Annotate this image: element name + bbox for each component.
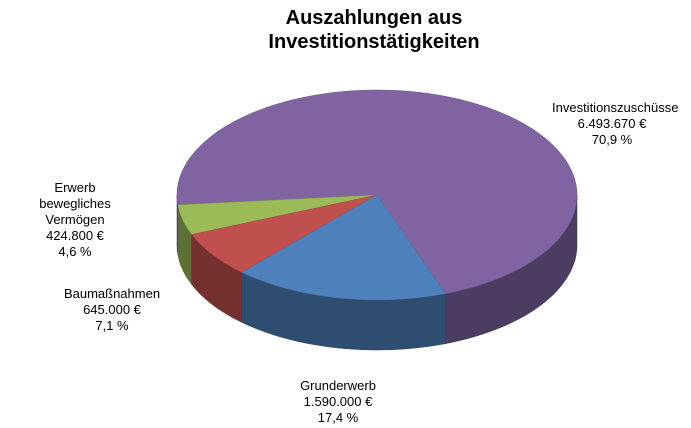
chart-title: Auszahlungen aus Investitionstätigkeiten (268, 7, 480, 53)
slice-label: Grunderwerb 1.590.000 €17,4 % (268, 378, 408, 426)
label-share: 70,9 % (591, 132, 633, 147)
label-name: Baumaßnahmen (63, 286, 161, 301)
pie-slice (241, 194, 446, 301)
slice-label: Investitionszuschüsse 6.493.670 €70,9 % (552, 100, 679, 148)
label-value: 424.800 € (46, 228, 104, 243)
label-name: Erwerb bewegliches Vermögen (39, 180, 111, 227)
label-name: Grunderwerb (300, 378, 376, 393)
label-value: 6.493.670 € (577, 116, 647, 131)
pie-slice (191, 194, 378, 273)
label-share: 4,6 % (58, 244, 92, 259)
label-share: 7,1 % (95, 318, 129, 333)
label-value: 645.000 € (83, 302, 141, 317)
label-value: 1.590.000 € (303, 394, 373, 409)
pie-slice (177, 194, 378, 235)
slice-label: Erwerb bewegliches Vermögen 424.800 €4,6 … (19, 180, 131, 260)
slice-label: Baumaßnahmen 645.000 €7,1 % (42, 286, 182, 334)
label-share: 17,4 % (317, 410, 359, 425)
pie-slice (176, 89, 578, 294)
label-name: Investitionszuschüsse (552, 100, 679, 115)
